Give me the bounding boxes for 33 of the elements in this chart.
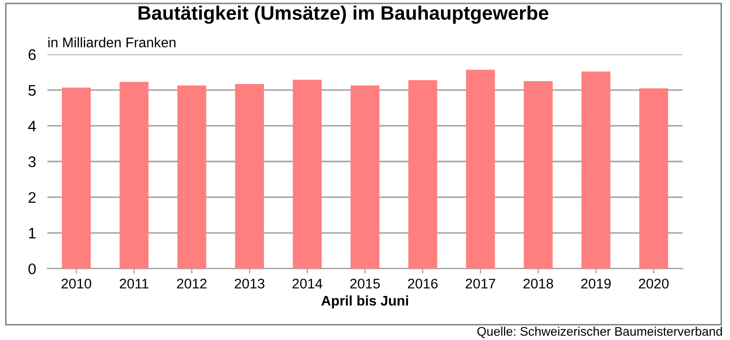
x-tick-label: 2018	[523, 278, 554, 289]
x-tick-label: 2020	[638, 278, 669, 289]
chart-title: Bautätigkeit (Umsätze) im Bauhauptgewerbe	[138, 6, 548, 24]
source-note: Quelle: Schweizerischer Baumeisterverband	[477, 326, 722, 338]
y-tick-label: 2	[28, 192, 36, 203]
x-axis-title: April bis Juni	[321, 295, 408, 308]
y-tick-label: 6	[28, 49, 36, 60]
bar	[120, 82, 148, 269]
bar	[62, 88, 91, 269]
bar	[582, 72, 610, 269]
y-tick-label: 5	[28, 85, 36, 96]
x-tick-label: 2015	[350, 278, 380, 289]
bar	[524, 81, 553, 269]
x-tick-label: 2019	[581, 278, 611, 289]
y-tick-label: 4	[28, 120, 36, 132]
y-tick-label: 0	[28, 263, 36, 274]
bar	[639, 88, 668, 269]
x-tick-label: 2013	[234, 278, 264, 289]
x-tick-label: 2010	[62, 278, 92, 289]
x-tick-label: 2016	[408, 278, 438, 289]
bar	[235, 84, 264, 269]
x-tick-label: 2012	[177, 278, 207, 289]
y-axis-title: in Milliarden Franken	[48, 37, 176, 48]
bar	[177, 85, 206, 269]
bar	[292, 80, 322, 269]
bar	[408, 80, 438, 269]
x-tick-label: 2011	[120, 278, 148, 289]
y-tick-label: 3	[28, 156, 36, 168]
y-tick-label: 1	[29, 228, 36, 238]
x-tick-label: 2014	[292, 278, 322, 289]
x-tick-label: 2017	[466, 278, 496, 289]
bar	[466, 70, 495, 269]
bar	[350, 85, 380, 269]
